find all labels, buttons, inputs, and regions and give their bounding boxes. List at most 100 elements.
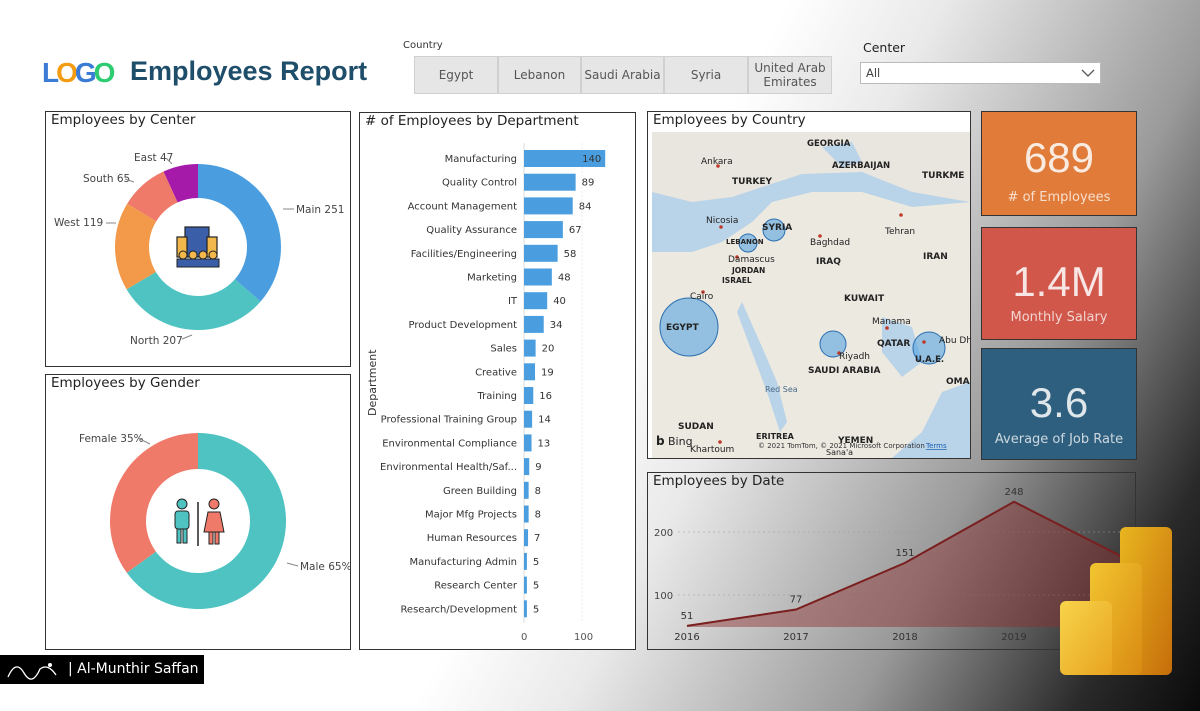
dept-label: Human Resources <box>427 533 517 544</box>
dept-label: Manufacturing Admin <box>410 557 517 568</box>
dept-bar[interactable] <box>524 244 558 262</box>
bubble-syria[interactable] <box>762 218 786 242</box>
country-tab-syria[interactable]: Syria <box>664 56 748 94</box>
dept-value: 40 <box>553 296 566 307</box>
map-terms-link[interactable]: Terms <box>925 442 947 450</box>
dept-value: 5 <box>533 604 539 615</box>
center-dropdown-value: All <box>866 66 881 80</box>
kpi-jobrate-label: Average of Job Rate <box>994 432 1124 447</box>
map-copyright: © 2021 TomTom, © 2021 Microsoft Corporat… <box>758 442 925 450</box>
center-dropdown[interactable]: All <box>860 62 1101 84</box>
date-xtick: 2019 <box>1001 632 1026 643</box>
slice-east[interactable] <box>163 164 198 203</box>
center-slicer-label: Center <box>863 40 906 55</box>
map-label-turkmenistan: TURKME <box>922 171 964 181</box>
map-canvas[interactable]: GEORGIA Ankara AZERBAIJAN TURKEY TURKME … <box>652 132 970 458</box>
bubble-lebanon[interactable] <box>738 233 758 253</box>
bubble-saudi-arabia[interactable] <box>819 330 847 358</box>
dept-bar[interactable] <box>524 292 548 310</box>
dept-label: Creative <box>475 367 517 378</box>
kpi-employees-card: 689 # of Employees <box>981 111 1137 216</box>
date-data-label: 151 <box>895 548 914 559</box>
dept-label: IT <box>508 296 518 307</box>
dept-value: 48 <box>558 273 571 284</box>
date-xtick: 2017 <box>783 632 808 643</box>
kpi-salary-label: Monthly Salary <box>1010 310 1108 325</box>
dept-bar[interactable] <box>524 576 527 594</box>
slice-female[interactable] <box>110 433 198 573</box>
dept-label: Product Development <box>409 320 518 331</box>
dept-bar[interactable] <box>524 481 529 499</box>
dept-label: Green Building <box>443 486 517 497</box>
map-label-kuwait: KUWAIT <box>844 294 885 304</box>
center-label-south: South 65 <box>83 173 130 185</box>
center-label-main: Main 251 <box>296 204 344 216</box>
dept-bar[interactable] <box>524 315 544 333</box>
bing-logo: b Bing <box>656 434 693 448</box>
logo: LOGO <box>42 57 115 88</box>
dept-bar[interactable] <box>524 410 533 428</box>
dept-label: Account Management <box>408 201 518 212</box>
map-label-abu-dhabi: Abu Dh <box>939 336 970 346</box>
dept-value: 34 <box>550 320 563 331</box>
map-label-iraq: IRAQ <box>816 257 841 267</box>
map-label-nicosia: Nicosia <box>706 216 738 226</box>
country-tab-egypt[interactable]: Egypt <box>414 56 498 94</box>
date-data-label: 77 <box>790 594 803 605</box>
center-donut-chart: Main 251 North 207 West 119 South 65 Eas… <box>54 152 344 347</box>
dept-bar[interactable] <box>524 387 534 404</box>
date-xtick: 2018 <box>892 632 917 643</box>
dept-bar[interactable] <box>524 434 532 452</box>
dept-bar[interactable] <box>524 173 576 191</box>
dept-bar[interactable] <box>524 505 529 523</box>
date-ytick-100: 100 <box>654 591 673 602</box>
center-label-north: North 207 <box>130 335 183 347</box>
date-chart-title: Employees by Date <box>653 473 785 489</box>
dept-label: Professional Training Group <box>381 415 517 426</box>
dept-bar[interactable] <box>524 150 606 167</box>
male-female-icon <box>174 498 225 546</box>
map-label-red-sea: Red Sea <box>765 385 798 394</box>
map-label-turkey: TURKEY <box>732 177 772 187</box>
dept-value: 14 <box>538 415 551 426</box>
dept-bar[interactable] <box>524 339 536 357</box>
bubble-uae[interactable] <box>912 331 946 365</box>
dept-bar[interactable] <box>524 268 552 286</box>
map-label-khartoum: Khartoum <box>690 445 734 455</box>
gender-label-male: Male 65% <box>300 561 350 573</box>
map-label-baghdad: Baghdad <box>810 238 850 248</box>
slice-male[interactable] <box>126 433 286 609</box>
bubble-egypt[interactable] <box>659 297 719 357</box>
map-label-yemen: YEMEN <box>837 436 873 446</box>
dept-bar[interactable] <box>524 529 529 547</box>
dept-bar[interactable] <box>524 552 527 570</box>
country-tab-lebanon[interactable]: Lebanon <box>498 56 581 94</box>
map-label-qatar: QATAR <box>877 339 910 349</box>
map-label-egypt: EGYPT <box>666 323 699 333</box>
dept-bar[interactable] <box>524 600 527 618</box>
map-label-azerbaijan: AZERBAIJAN <box>832 161 890 171</box>
date-series-line <box>686 500 1124 627</box>
dept-bar[interactable] <box>524 221 563 239</box>
dept-bar[interactable] <box>524 197 573 215</box>
date-data-label: 51 <box>681 611 694 622</box>
chevron-down-icon <box>1081 69 1095 77</box>
date-area-chart: 200 100 51 77 151 248 2016 2017 2018 2019 <box>654 487 1128 643</box>
map-label-georgia: GEORGIA <box>807 139 851 149</box>
map-label-manama: Manama <box>872 317 911 327</box>
author-name: | Al-Munthir Saffan <box>68 661 199 677</box>
kpi-salary-value: 1.4M <box>1012 258 1106 305</box>
slice-main[interactable] <box>198 164 281 302</box>
country-tab-uae[interactable]: United Arab Emirates <box>748 56 832 94</box>
dept-value: 20 <box>542 344 555 355</box>
slice-south[interactable] <box>127 171 178 222</box>
dept-bar[interactable] <box>524 363 536 381</box>
country-tab-saudi-arabia[interactable]: Saudi Arabia <box>581 56 664 94</box>
dept-label: Training <box>477 391 517 402</box>
dept-label: Major Mfg Projects <box>425 510 517 521</box>
slice-north[interactable] <box>126 272 261 330</box>
map-label-lebanon: LEBANON <box>726 238 764 246</box>
slice-west[interactable] <box>115 203 157 290</box>
page-title: Employees Report <box>130 56 368 86</box>
dept-bar[interactable] <box>524 458 530 476</box>
